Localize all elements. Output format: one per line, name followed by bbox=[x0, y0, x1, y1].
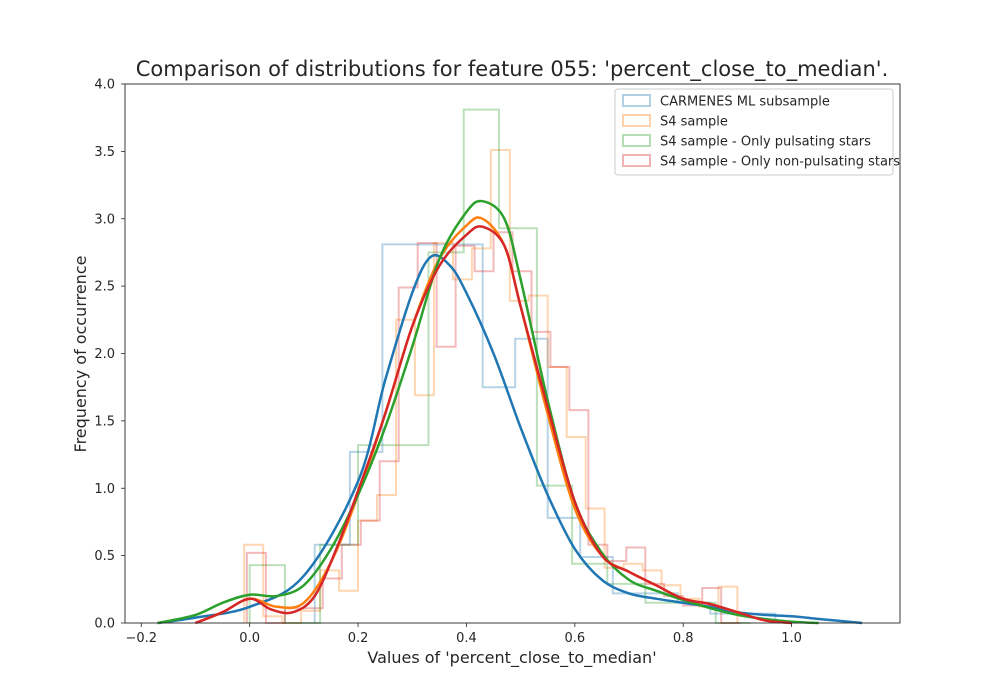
y-axis-ticks: 0.0 0.5 1.0 1.5 2.0 2.5 3.0 3.5 4.0 bbox=[94, 78, 125, 632]
legend-label: S4 sample - Only non-pulsating stars bbox=[660, 155, 900, 170]
y-tick-label: 0.0 bbox=[94, 617, 115, 632]
kde-s4-sample bbox=[195, 216, 792, 625]
x-tick-label: −0.2 bbox=[125, 631, 157, 646]
legend-label: CARMENES ML subsample bbox=[660, 95, 830, 110]
legend-item-s4-sample-only-pulsating-stars: S4 sample - Only pulsating stars bbox=[622, 134, 871, 150]
chart-title: Comparison of distributions for feature … bbox=[136, 57, 889, 82]
kde-s4-sample-only-non-pulsating-stars bbox=[195, 225, 792, 625]
hist-s4-sample bbox=[243, 149, 739, 624]
x-tick-label: 1.0 bbox=[781, 631, 802, 646]
legend-frame bbox=[614, 88, 894, 176]
legend: CARMENES ML subsample S4 sample S4 sample … bbox=[614, 88, 900, 176]
x-tick-label: 0.8 bbox=[673, 631, 694, 646]
legend-swatch bbox=[622, 94, 651, 107]
legend-item-s4-sample-only-non-pulsating-stars: S4 sample - Only non-pulsating stars bbox=[622, 154, 900, 170]
legend-label: S4 sample - Only pulsating stars bbox=[660, 135, 871, 150]
legend-item-s4-sample: S4 sample bbox=[622, 114, 728, 130]
y-tick-label: 3.5 bbox=[94, 145, 115, 160]
y-axis-label: Frequency of occurrence bbox=[71, 256, 90, 453]
x-tick-label: 0.2 bbox=[348, 631, 369, 646]
x-tick-label: 0.0 bbox=[239, 631, 260, 646]
x-tick-label: 0.4 bbox=[456, 631, 477, 646]
y-tick-label: 1.0 bbox=[94, 482, 115, 497]
y-tick-label: 1.5 bbox=[94, 414, 115, 429]
y-tick-label: 3.0 bbox=[94, 212, 115, 227]
legend-swatch bbox=[622, 134, 651, 147]
legend-swatch bbox=[622, 114, 651, 127]
y-tick-label: 0.5 bbox=[94, 549, 115, 564]
y-tick-label: 4.0 bbox=[94, 78, 115, 93]
kde-layer bbox=[157, 199, 863, 625]
y-tick-label: 2.5 bbox=[94, 280, 115, 295]
kde-s4-sample-only-pulsating-stars bbox=[157, 199, 819, 625]
x-tick-label: 0.6 bbox=[564, 631, 585, 646]
hist-outline-1 bbox=[243, 149, 739, 624]
x-axis-ticks: −0.2 0.0 0.2 0.4 0.6 0.8 1.0 bbox=[125, 623, 802, 646]
y-tick-label: 2.0 bbox=[94, 347, 115, 362]
x-axis-label: Values of 'percent_close_to_median' bbox=[367, 648, 656, 668]
legend-label: S4 sample bbox=[660, 115, 728, 130]
legend-swatch bbox=[622, 154, 651, 167]
legend-item-carmenes-ml-subsample: CARMENES ML subsample bbox=[622, 94, 830, 110]
